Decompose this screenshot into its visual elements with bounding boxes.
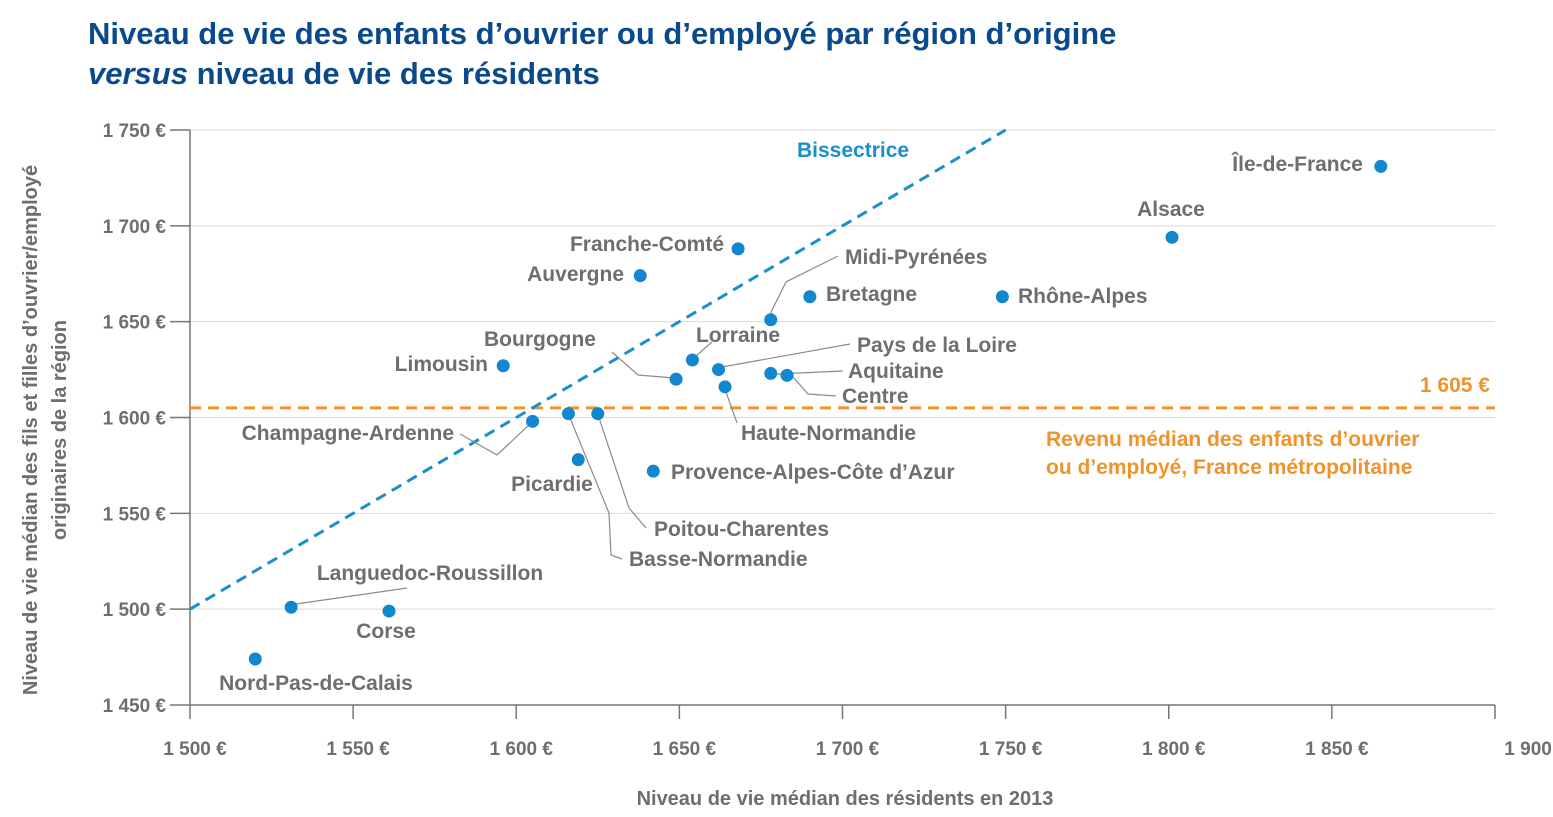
title-versus: versus [88, 56, 188, 91]
label-centre: Centre [842, 385, 909, 408]
leader-poitou-charentes [597, 413, 647, 529]
label-nord-pas-de-calais: Nord-Pas-de-Calais [219, 672, 413, 695]
label-basse-normandie: Basse-Normandie [629, 548, 808, 571]
bissectrice-label: Bissectrice [797, 139, 909, 162]
reference-value-label: 1 605 € [1420, 374, 1490, 397]
y-tick-label: 1 600 € [103, 409, 167, 430]
title-line-1: Niveau de vie des enfants d’ouvrier ou d… [88, 16, 1117, 51]
point-alsace [1165, 230, 1179, 244]
x-tick-label: 1 800 € [1142, 739, 1206, 760]
point-lorraine [685, 353, 699, 367]
point-ile-de-france [1374, 159, 1388, 173]
point-limousin [496, 359, 510, 373]
point-pays-de-la-loire [712, 363, 726, 377]
x-tick-label: 1 500 € [163, 739, 227, 760]
label-provence-alpes-cote-d-azur: Provence-Alpes-Côte d’Azur [671, 461, 955, 484]
x-tick-label: 1 750 € [979, 739, 1043, 760]
label-rhone-alpes: Rhône-Alpes [1018, 285, 1148, 308]
point-picardie [571, 453, 585, 467]
reference-line-label: ou d’employé, France métropolitaine [1046, 456, 1412, 479]
label-alsace: Alsace [1137, 198, 1205, 221]
grid-lines [190, 129, 1495, 610]
y-tick-label: 1 750 € [103, 121, 167, 142]
label-languedoc-roussillon: Languedoc-Roussillon [317, 562, 543, 585]
label-picardie: Picardie [511, 473, 593, 496]
x-tick-label: 1 850 € [1305, 739, 1369, 760]
bissectrice-line [189, 128, 1007, 611]
leader-bourgogne [611, 351, 677, 380]
label-haute-normandie: Haute-Normandie [741, 422, 916, 445]
y-tick-label: 1 450 € [103, 696, 167, 717]
leader-languedoc-roussillon [290, 587, 408, 608]
label-bourgogne: Bourgogne [484, 328, 596, 351]
y-tick-label: 1 650 € [103, 313, 167, 334]
label-aquitaine: Aquitaine [848, 360, 944, 383]
leader-pays-de-la-loire [718, 343, 851, 371]
x-axis-title: Niveau de vie médian des résidents en 20… [637, 788, 1054, 810]
reference-line-label: Revenu médian des enfants d’ouvrier [1046, 428, 1419, 451]
x-tick-label: 1 700 € [816, 739, 880, 760]
x-tick-label: 1 600 € [490, 739, 554, 760]
point-aquitaine [764, 366, 778, 380]
label-pays-de-la-loire: Pays de la Loire [857, 334, 1017, 357]
x-tick-label: 1 550 € [326, 739, 390, 760]
point-labels: Île-de-France Alsace Rhône-Alpes Bretagne Mi… [219, 152, 1363, 695]
point-bourgogne [669, 372, 683, 386]
point-corse [382, 604, 396, 618]
label-poitou-charentes: Poitou-Charentes [654, 518, 829, 541]
label-champagne-ardenne: Champagne-Ardenne [242, 422, 454, 445]
point-centre [780, 368, 794, 382]
label-midi-pyrenees: Midi-Pyrénées [845, 246, 987, 269]
point-poitou-charentes [591, 407, 605, 421]
y-tick-label: 1 700 € [103, 217, 167, 238]
data-points [248, 159, 1388, 666]
x-tick-label: 1 650 € [653, 739, 717, 760]
y-tick-label: 1 550 € [103, 504, 167, 525]
point-rhone-alpes [995, 290, 1009, 304]
point-provence-alpes-cote-d-azur [646, 464, 660, 478]
y-tick-label: 1 500 € [103, 600, 167, 621]
y-axis-title: Niveau de vie médian des fils et filles … [20, 165, 42, 695]
point-languedoc-roussillon [284, 600, 298, 614]
axes: 1 450 € 1 500 € 1 550 € 1 600 € 1 650 € 1 700… [20, 121, 1553, 810]
label-ile-de-france: Île-de-France [1231, 152, 1363, 176]
label-limousin: Limousin [395, 353, 488, 376]
point-basse-normandie [561, 407, 575, 421]
leader-centre [786, 374, 837, 397]
reference-lines: 1 605 € Revenu médian des enfants d’ouvri… [189, 128, 1495, 611]
chart-title: Niveau de vie des enfants d’ouvrier ou d… [88, 14, 1116, 94]
point-auvergne [633, 269, 647, 283]
label-corse: Corse [356, 620, 416, 643]
label-bretagne: Bretagne [826, 283, 917, 306]
leader-champagne-ardenne [459, 420, 533, 456]
point-champagne-ardenne [526, 414, 540, 428]
label-auvergne: Auvergne [527, 263, 624, 286]
point-haute-normandie [718, 380, 732, 394]
point-bretagne [803, 290, 817, 304]
point-franche-comte [731, 242, 745, 256]
point-nord-pas-de-calais [248, 652, 262, 666]
point-midi-pyrenees [764, 313, 778, 327]
title-line-2: niveau de vie des résidents [187, 56, 600, 91]
label-franche-comte: Franche-Comté [570, 233, 724, 256]
x-tick-label: 1 900 € [1504, 739, 1553, 760]
label-lorraine: Lorraine [696, 324, 780, 347]
y-axis-title: originaires de la région [49, 320, 71, 540]
